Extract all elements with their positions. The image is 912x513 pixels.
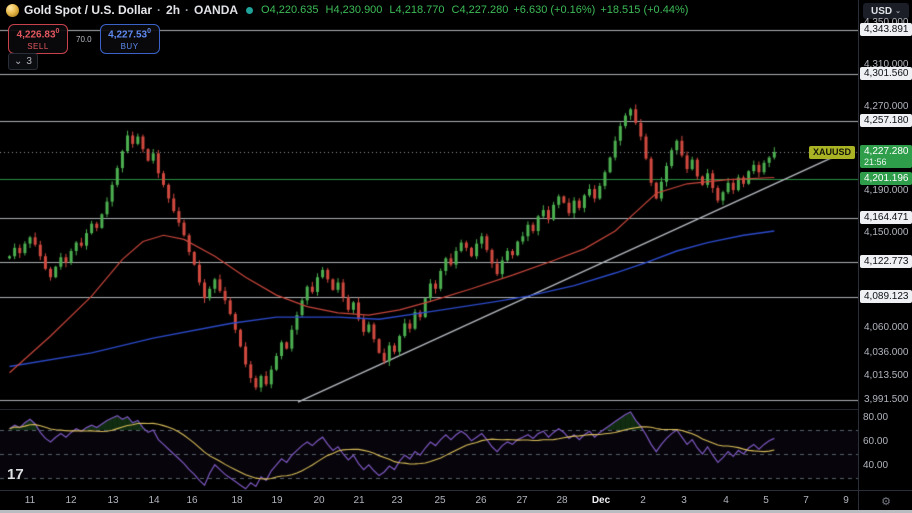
price-level-label: 4,301.560 bbox=[860, 67, 912, 80]
time-tick-label: 19 bbox=[271, 495, 283, 506]
buy-button[interactable]: 4,227.530 BUY bbox=[99, 24, 160, 54]
sell-label: SELL bbox=[27, 41, 49, 51]
object-tree-count: 3 bbox=[26, 56, 32, 67]
time-tick-label: 16 bbox=[186, 495, 198, 506]
price-tick-label: 4,310.000 bbox=[864, 59, 909, 71]
last-price-label: 4,227.280 21:56 bbox=[860, 145, 912, 168]
exchange-label: OANDA bbox=[194, 3, 239, 17]
buy-price: 4,227.53 bbox=[108, 29, 148, 41]
time-tick-label: 3 bbox=[681, 495, 687, 506]
rsi-tick-label: 40.00 bbox=[863, 460, 889, 471]
title-separator: · bbox=[157, 3, 162, 17]
price-tick-label: 4,013.500 bbox=[864, 370, 909, 382]
time-tick-label: 7 bbox=[803, 495, 809, 506]
time-tick-label: 4 bbox=[723, 495, 729, 506]
symbol-price-tag: XAUUSD bbox=[808, 146, 855, 159]
ohlc-item-o: O4,220.635 bbox=[261, 4, 319, 16]
time-tick-label: 13 bbox=[107, 495, 119, 506]
ohlc-item-l: L4,218.770 bbox=[389, 4, 445, 16]
rsi-tick-label: 80.00 bbox=[863, 412, 889, 423]
time-tick-label: 25 bbox=[434, 495, 446, 506]
rsi-indicator-pane[interactable] bbox=[0, 410, 858, 490]
object-tree-toggle[interactable]: ⌄ 3 bbox=[8, 53, 38, 70]
price-level-label: 4,089.123 bbox=[860, 290, 912, 304]
pane-separator[interactable] bbox=[0, 409, 858, 410]
price-level-label: 4,164.471 bbox=[860, 210, 912, 224]
time-tick-label: 14 bbox=[148, 495, 160, 506]
extended-change-value: +18.515 (+0.44%) bbox=[600, 4, 689, 16]
spread-value: 70.0 bbox=[74, 34, 94, 44]
time-tick-label: 12 bbox=[65, 495, 77, 506]
chart-header: Gold Spot / U.S. Dollar · 2h · OANDA O4,… bbox=[0, 0, 864, 20]
sell-price: 4,226.83 bbox=[16, 29, 56, 41]
price-tick-label: 4,060.000 bbox=[864, 321, 909, 333]
ohlc-values: O4,220.635 H4,230.900 L4,218.770 C4,227.280 bbox=[261, 4, 508, 16]
time-tick-label: 20 bbox=[313, 495, 325, 506]
price-tick-label: 4,036.000 bbox=[864, 346, 909, 358]
buy-label: BUY bbox=[120, 41, 139, 51]
market-status-icon bbox=[246, 6, 254, 14]
time-axis[interactable]: 11 12 13 14 16 18 19 20 21 23 25 26 27 28 Dec 2 3 4 5 7 9 bbox=[0, 490, 858, 511]
time-tick-label: 21 bbox=[353, 495, 365, 506]
time-tick-label: 27 bbox=[516, 495, 528, 506]
price-tick-label: 4,150.000 bbox=[864, 227, 909, 239]
price-level-label: 4,343.891 bbox=[860, 22, 912, 36]
price-tick-label: 4,270.000 bbox=[864, 101, 909, 113]
price-level-label: 4,201.196 bbox=[860, 172, 912, 186]
title-separator: · bbox=[185, 3, 190, 17]
price-axis[interactable]: USD ⌄ 4,350.0004,310.0004,270.0004,190.0… bbox=[858, 0, 912, 490]
sell-button[interactable]: 4,226.830 SELL bbox=[8, 24, 68, 54]
sell-price-fraction: 0 bbox=[55, 28, 60, 36]
trade-panel: 4,226.830 SELL 70.0 4,227.530 BUY bbox=[8, 24, 160, 54]
price-level-label: 4,122.773 bbox=[860, 254, 912, 268]
ohlc-item-c: C4,227.280 bbox=[451, 4, 509, 16]
time-tick-label: 23 bbox=[391, 495, 403, 506]
time-tick-label: 28 bbox=[556, 495, 568, 506]
interval-label[interactable]: 2h bbox=[166, 3, 181, 17]
time-tick-label: 11 bbox=[24, 495, 36, 506]
gear-icon[interactable]: ⚙ bbox=[881, 495, 891, 508]
price-tick-label: 3,991.500 bbox=[864, 393, 909, 405]
change-value: +6.630 (+0.16%) bbox=[513, 4, 596, 16]
tradingview-watermark-icon: 17 bbox=[7, 466, 24, 483]
time-tick-label: 2 bbox=[640, 495, 646, 506]
time-tick-label: Dec bbox=[591, 495, 611, 506]
currency-label: USD bbox=[871, 5, 893, 17]
currency-toggle-button[interactable]: USD ⌄ bbox=[863, 3, 909, 19]
price-level-label: 4,257.180 bbox=[860, 113, 912, 127]
symbol-title[interactable]: Gold Spot / U.S. Dollar bbox=[24, 3, 153, 17]
time-tick-label: 26 bbox=[475, 495, 487, 506]
gold-logo-icon bbox=[6, 3, 19, 17]
axis-settings-corner: ⚙ bbox=[858, 490, 912, 511]
chevron-down-icon: ⌄ bbox=[14, 56, 23, 67]
time-tick-label: 9 bbox=[843, 495, 849, 506]
time-tick-label: 5 bbox=[763, 495, 769, 506]
window-edge bbox=[0, 510, 912, 513]
buy-price-fraction: 0 bbox=[147, 28, 151, 36]
bar-countdown: 21:56 bbox=[864, 157, 887, 167]
price-tick-label: 4,190.000 bbox=[864, 185, 909, 197]
rsi-tick-label: 60.00 bbox=[863, 436, 889, 447]
time-tick-label: 18 bbox=[231, 495, 243, 506]
ohlc-item-h: H4,230.900 bbox=[325, 4, 383, 16]
main-price-pane[interactable] bbox=[0, 20, 858, 410]
chevron-down-icon: ⌄ bbox=[895, 8, 901, 15]
